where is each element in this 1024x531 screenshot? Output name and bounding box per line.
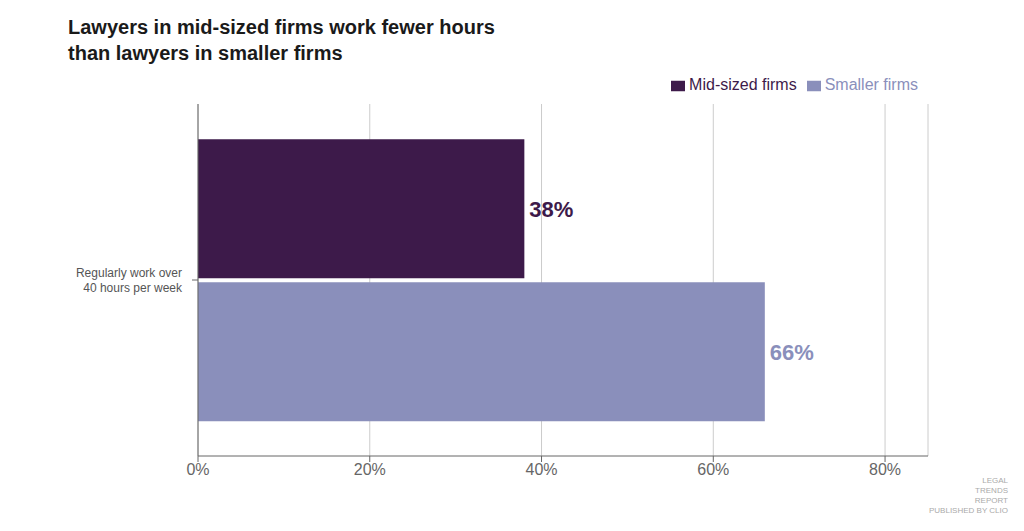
html-text:Smaller firms: Smaller firms — [824, 76, 918, 93]
svg-text:Regularly work over40 hours pe: Regularly work over40 hours per week — [76, 266, 183, 295]
svg-text:0%: 0% — [186, 461, 209, 478]
svg-text:38%: 38% — [529, 197, 573, 222]
html-text:than lawyers in smaller firms: than lawyers in smaller firms — [68, 42, 343, 64]
html-text:LEGAL TRENDS REPORT PUBLISHED: LEGAL TRENDS REPORT PUBLISHED BY CLIO — [929, 476, 1008, 515]
svg-text:60%: 60% — [697, 461, 729, 478]
html-text:Mid-sized firms: Mid-sized firms — [689, 76, 797, 93]
html-text:Lawyers in mid-sized firms wor: Lawyers in mid-sized firms work fewer ho… — [68, 16, 495, 38]
svg-text:20%: 20% — [354, 461, 386, 478]
svg-text:40%: 40% — [526, 461, 558, 478]
svg-text:80%: 80% — [869, 461, 901, 478]
svg-text:66%: 66% — [770, 340, 814, 365]
